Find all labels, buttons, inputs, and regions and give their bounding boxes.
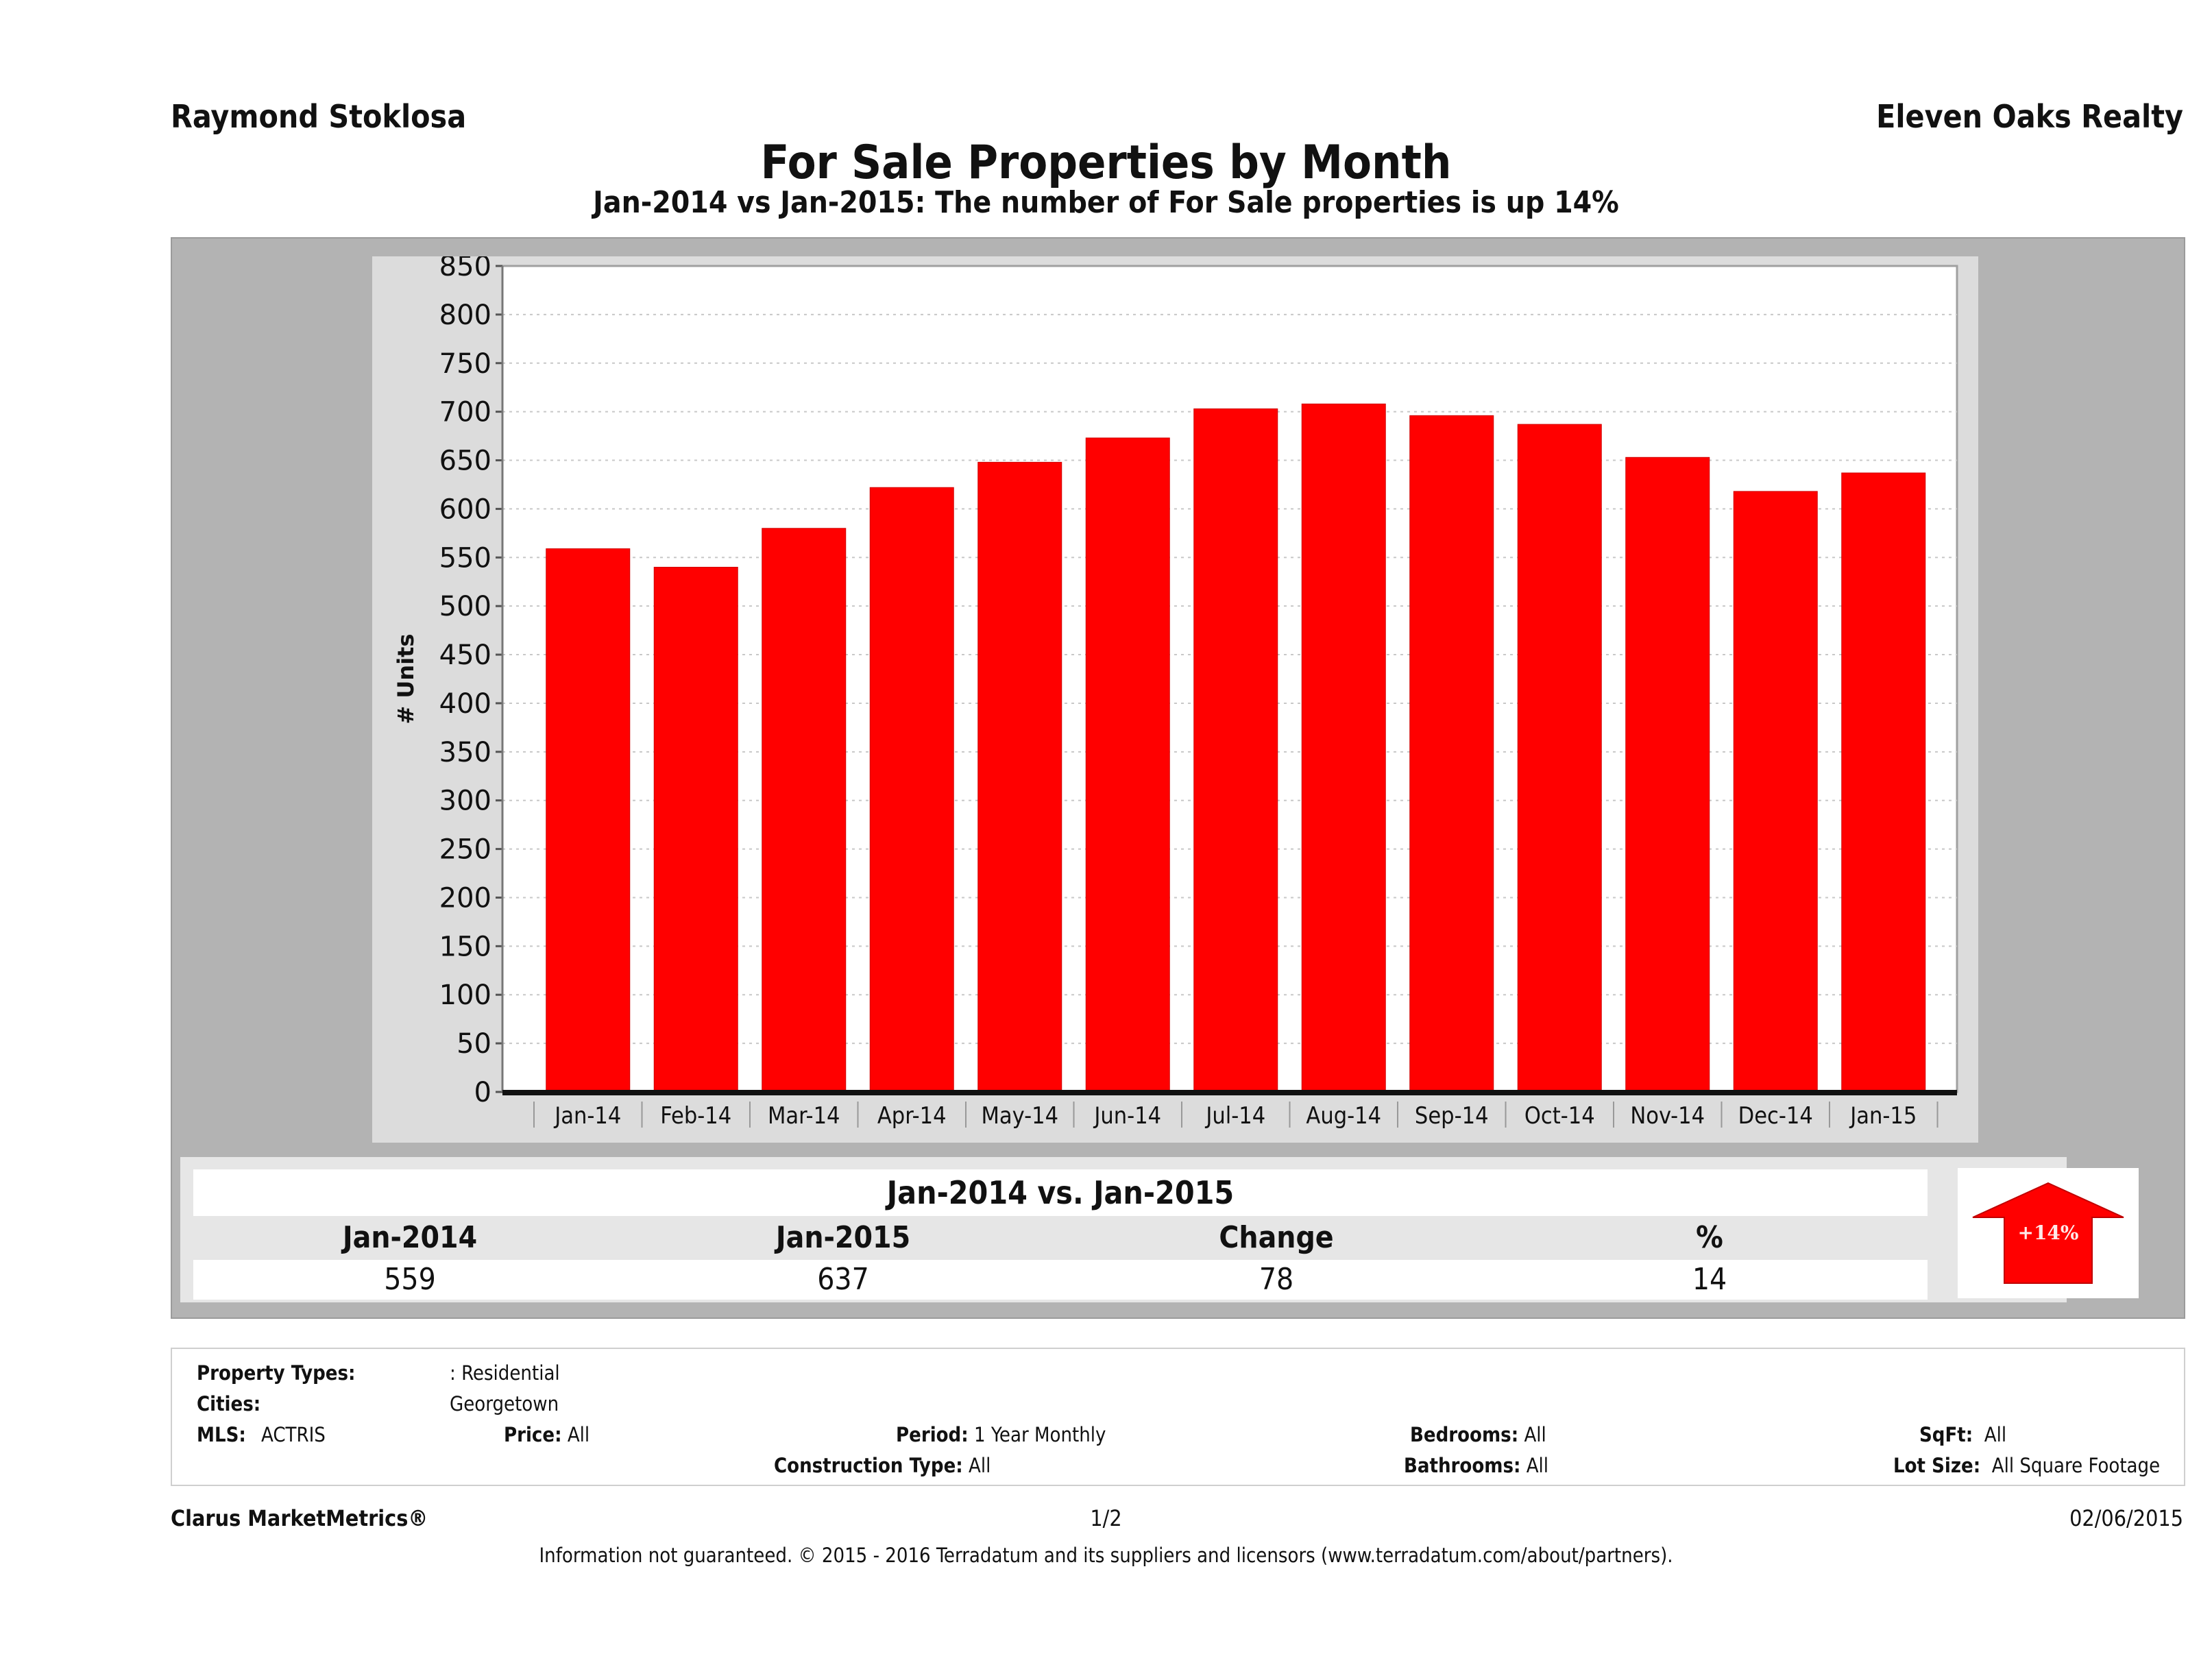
x-tick-label: Nov-14 [1630, 1102, 1705, 1130]
y-axis-label: # Units [393, 633, 419, 724]
y-tick-label: 550 [439, 542, 491, 574]
x-ticks-group: Jan-14 Feb-14 Mar-14 Apr-14 May-14 Jun-14 Jul-… [502, 1090, 1957, 1130]
bar-chart: 0 50 100 150 200 250 300 350 400 450 500 550 600 650 7… [393, 256, 1958, 1130]
filter-value-bathrooms: All [1526, 1454, 1549, 1477]
y-tick-label: 150 [439, 931, 491, 962]
y-tick-label: 850 [439, 256, 491, 282]
y-tick-label: 700 [439, 397, 491, 428]
filter-value-sqft: All [1984, 1423, 2007, 1446]
y-tick-label: 250 [439, 834, 491, 866]
bars-group [546, 403, 1926, 1093]
summary-header-row: Jan-2014 Jan-2015 Change % [193, 1216, 1928, 1260]
filter-label-bedrooms: Bedrooms: [1410, 1423, 1519, 1446]
summary-value-jan2014: 559 [384, 1262, 436, 1297]
report-title: For Sale Properties by Month [760, 136, 1452, 190]
filter-label-period: Period: [896, 1423, 969, 1446]
report-subtitle: Jan-2014 vs Jan-2015: The number of For … [593, 185, 1619, 220]
summary-value-percent: 14 [1692, 1262, 1727, 1297]
filter-value-mls: ACTRIS [261, 1423, 326, 1446]
footer-brand: Clarus MarketMetrics® [171, 1505, 428, 1531]
bar-dec-14 [1733, 491, 1818, 1093]
x-tick-label: Feb-14 [660, 1102, 731, 1130]
x-tick-label: Dec-14 [1738, 1102, 1813, 1130]
summary-title: Jan-2014 vs. Jan-2015 [193, 1169, 1928, 1216]
page-number: 1/2 [1090, 1505, 1122, 1531]
y-ticks-group: 0 50 100 150 200 250 300 350 400 450 500 550 600 650 7… [439, 256, 504, 1108]
bar-jan-15 [1841, 472, 1926, 1093]
filter-value-bedrooms: All [1524, 1423, 1546, 1446]
x-tick-label: Apr-14 [877, 1102, 947, 1130]
y-tick-label: 200 [439, 882, 491, 914]
filter-label-construction: Construction Type: [774, 1454, 963, 1477]
summary-header-jan2014: Jan-2014 [342, 1220, 478, 1255]
y-tick-label: 100 [439, 980, 491, 1011]
summary-value-row: 559 637 78 14 [193, 1260, 1928, 1300]
report-date: 02/06/2015 [2069, 1505, 2183, 1531]
bar-nov-14 [1625, 457, 1710, 1093]
bar-may-14 [977, 461, 1062, 1093]
filter-label-lotsize: Lot Size: [1893, 1454, 1981, 1477]
bar-jun-14 [1085, 437, 1170, 1093]
x-tick-label: Aug-14 [1306, 1102, 1381, 1130]
filter-label-mls: MLS: [197, 1423, 246, 1446]
summary-header-change: Change [1219, 1220, 1334, 1255]
filter-value-period: 1 Year Monthly [973, 1423, 1106, 1446]
filters-panel: Property Types: : Residential Cities: Ge… [171, 1348, 2185, 1486]
x-tick-label: May-14 [981, 1102, 1058, 1130]
filter-value-lotsize: All Square Footage [1991, 1454, 2161, 1477]
x-tick-label: Jan-15 [1849, 1102, 1917, 1130]
summary-header-percent: % [1696, 1220, 1723, 1255]
x-tick-label: Jun-14 [1093, 1102, 1161, 1130]
filter-label-cities: Cities: [197, 1392, 261, 1415]
y-tick-label: 350 [439, 737, 491, 768]
bar-jan-14 [546, 548, 631, 1093]
x-axis-line [502, 1090, 1957, 1095]
bar-aug-14 [1301, 403, 1386, 1093]
disclaimer: Information not guaranteed. © 2015 - 201… [539, 1544, 1673, 1567]
summary-value-change: 78 [1259, 1262, 1294, 1297]
summary-header-jan2015: Jan-2015 [775, 1220, 911, 1255]
bar-jul-14 [1193, 408, 1278, 1093]
filter-value-price: All [567, 1423, 590, 1446]
brokerage-name: Eleven Oaks Realty [1876, 98, 2183, 135]
chart-panel: 0 50 100 150 200 250 300 350 400 450 500 550 600 650 7… [372, 256, 1978, 1143]
filter-label-bathrooms: Bathrooms: [1404, 1454, 1521, 1477]
x-tick-label: Mar-14 [768, 1102, 840, 1130]
y-tick-label: 600 [439, 494, 491, 525]
filter-value-property-types: : Residential [450, 1361, 560, 1385]
y-tick-label: 500 [439, 591, 491, 622]
summary-value-jan2015: 637 [817, 1262, 869, 1297]
y-tick-label: 650 [439, 446, 491, 477]
y-tick-label: 800 [439, 300, 491, 331]
y-tick-label: 50 [457, 1028, 491, 1060]
bar-mar-14 [762, 528, 847, 1093]
y-tick-label: 300 [439, 786, 491, 817]
filter-value-cities: Georgetown [450, 1392, 559, 1415]
agent-name: Raymond Stoklosa [171, 98, 467, 135]
bar-feb-14 [653, 566, 738, 1093]
filter-value-construction: All [969, 1454, 991, 1477]
filter-label-sqft: SqFt: [1919, 1423, 1973, 1446]
x-tick-label: Sep-14 [1415, 1102, 1489, 1130]
bar-sep-14 [1409, 415, 1494, 1093]
x-tick-label: Jul-14 [1204, 1102, 1265, 1130]
y-tick-label: 400 [439, 688, 491, 720]
badge-label: +14% [2017, 1221, 2078, 1244]
y-tick-label: 450 [439, 640, 491, 671]
bar-apr-14 [869, 487, 954, 1093]
y-tick-label: 750 [439, 348, 491, 380]
x-tick-label: Jan-14 [553, 1102, 621, 1130]
filter-label-property-types: Property Types: [197, 1361, 356, 1385]
y-tick-label: 0 [474, 1077, 491, 1108]
bar-oct-14 [1517, 424, 1602, 1093]
filter-label-price: Price: [504, 1423, 562, 1446]
up-arrow-icon: +14% [1972, 1182, 2124, 1284]
x-tick-label: Oct-14 [1524, 1102, 1595, 1130]
change-badge: +14% [1958, 1168, 2139, 1298]
